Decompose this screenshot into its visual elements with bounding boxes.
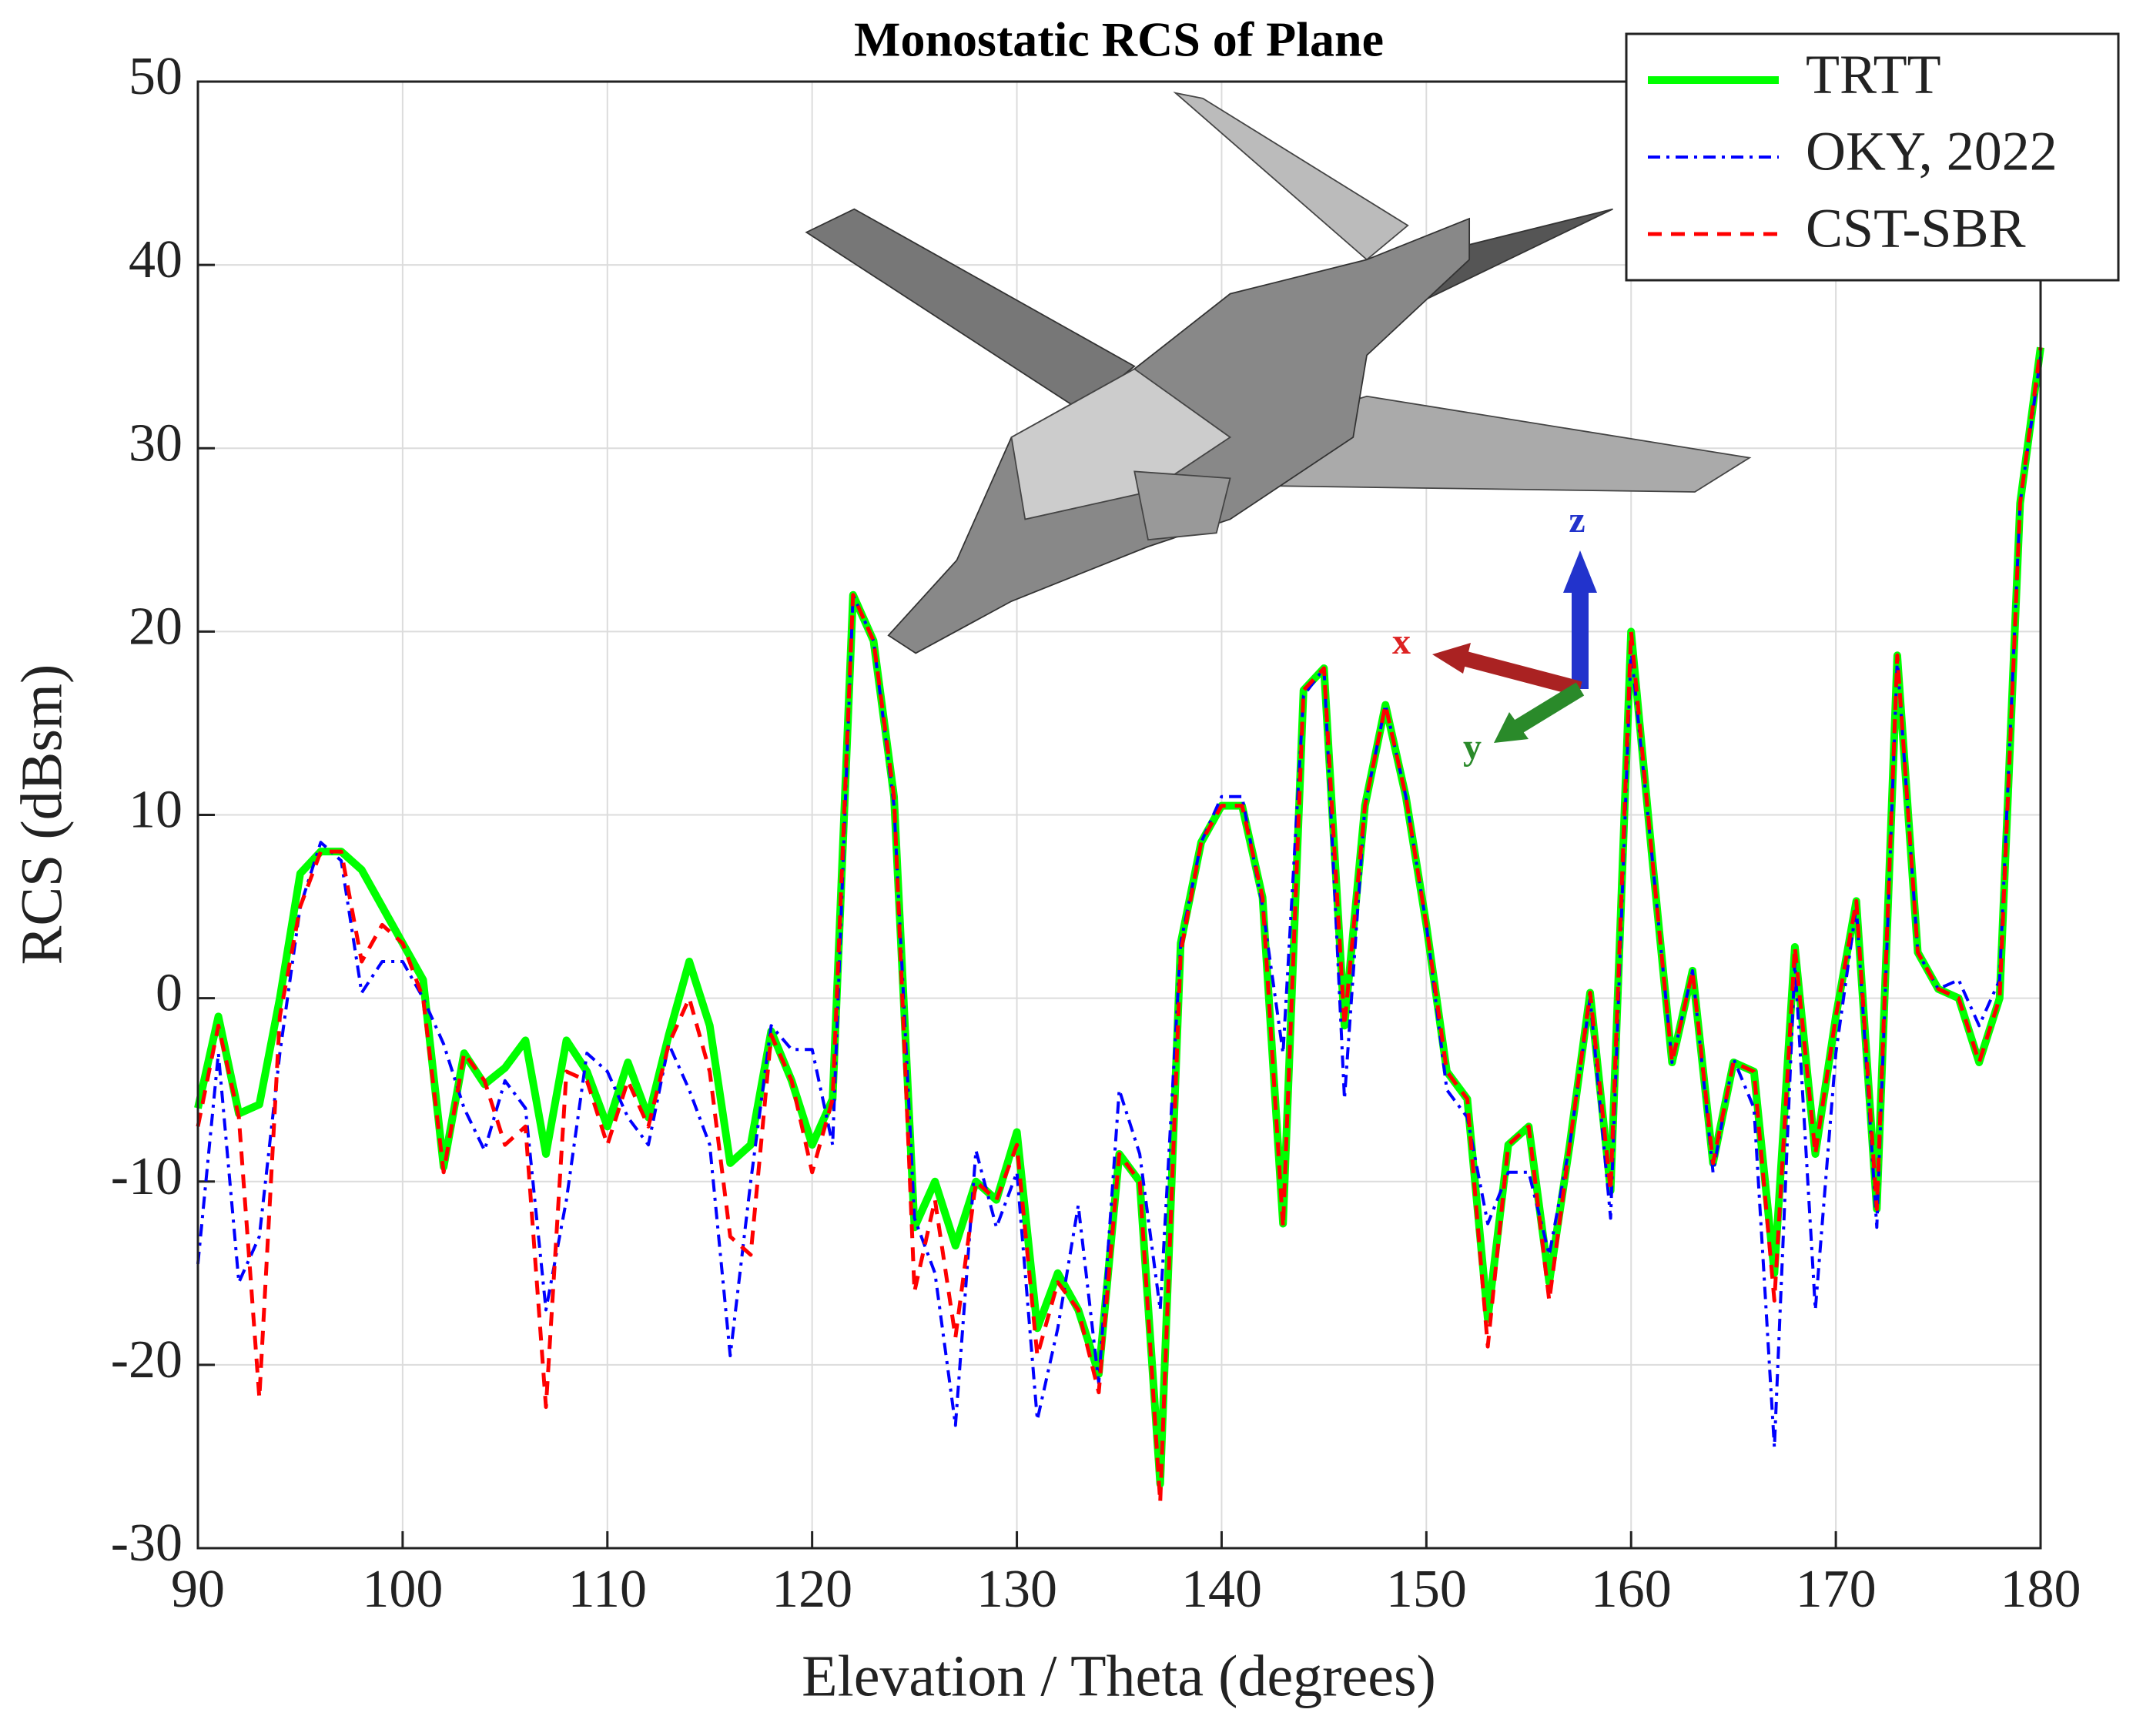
plot-lines bbox=[194, 346, 2044, 1504]
y-tick-label: 30 bbox=[129, 413, 182, 473]
triad-z: z bbox=[1569, 500, 1585, 540]
x-tick-label: 130 bbox=[976, 1560, 1057, 1619]
plane-illustration bbox=[805, 92, 1752, 654]
y-tick-label: 10 bbox=[129, 781, 182, 840]
y-axis-label: RCS (dBsm) bbox=[9, 664, 74, 965]
triad-y: y bbox=[1463, 727, 1482, 768]
x-axis-label: Elevation / Theta (degrees) bbox=[802, 1644, 1436, 1708]
x-tick-label: 100 bbox=[362, 1560, 443, 1619]
y-tick-label: 50 bbox=[129, 47, 182, 106]
x-tick-label: 120 bbox=[772, 1560, 852, 1619]
legend-label: TRTT bbox=[1806, 44, 1941, 105]
y-tick-label: 40 bbox=[129, 230, 182, 289]
y-tick-label: -30 bbox=[111, 1514, 182, 1573]
y-tick-label: 0 bbox=[156, 964, 182, 1023]
x-tick-label: 180 bbox=[2001, 1560, 2081, 1619]
x-tick-label: 90 bbox=[171, 1560, 225, 1619]
axes-box bbox=[196, 80, 2042, 1550]
x-tick-label: 150 bbox=[1386, 1560, 1467, 1619]
y-tick-label: -20 bbox=[111, 1330, 182, 1390]
series-line bbox=[196, 346, 2043, 1504]
x-tick-label: 160 bbox=[1591, 1560, 1672, 1619]
y-tick-label: 20 bbox=[129, 597, 182, 656]
triad-x: x bbox=[1392, 621, 1411, 662]
x-tick-label: 140 bbox=[1181, 1560, 1262, 1619]
legend-label: OKY, 2022 bbox=[1806, 121, 2058, 182]
series-line bbox=[196, 356, 2042, 1449]
chart-title: Monostatic RCS of Plane bbox=[854, 12, 1384, 67]
x-tick-label: 110 bbox=[568, 1560, 647, 1619]
legend: TRTT OKY, 2022 CST-SBR bbox=[1625, 32, 2120, 282]
axis-triad: z x y bbox=[1392, 500, 1597, 768]
x-tick-label: 170 bbox=[1796, 1560, 1877, 1619]
y-tick-label: -10 bbox=[111, 1147, 182, 1206]
legend-label: CST-SBR bbox=[1806, 198, 2026, 259]
